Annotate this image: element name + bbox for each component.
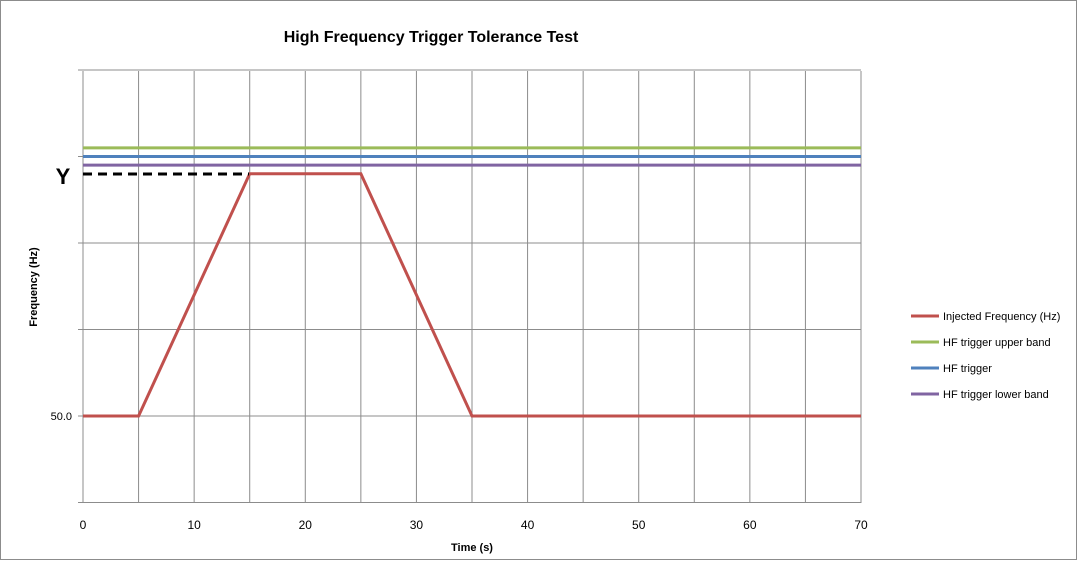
x-tick-label: 60 <box>743 518 757 532</box>
y-tick-label: 50.0 <box>51 411 72 423</box>
legend-label: HF trigger <box>943 363 992 375</box>
legend-label: Injected Frequency (Hz) <box>943 311 1060 323</box>
x-tick-label: 20 <box>299 518 313 532</box>
x-tick-label: 70 <box>854 518 868 532</box>
x-tick-label: 0 <box>80 518 87 532</box>
x-tick-label: 50 <box>632 518 646 532</box>
axis-ticks: 0 10 20 30 40 50 60 70 <box>78 69 868 532</box>
series-line-injected-frequency-hz <box>83 172 861 418</box>
legend: Injected Frequency (Hz) HF trigger upper … <box>911 311 1060 401</box>
x-tick-label: 40 <box>521 518 535 532</box>
legend-label: HF trigger upper band <box>943 337 1051 349</box>
x-tick-label: 30 <box>410 518 424 532</box>
legend-label: HF trigger lower band <box>943 389 1049 401</box>
y-marker-label: Y <box>56 164 71 189</box>
y-axis-label: Frequency (Hz) <box>28 247 40 327</box>
plot-grid <box>82 69 862 503</box>
series-layer <box>83 146 861 418</box>
x-axis-label: Time (s) <box>451 542 493 554</box>
x-tick-label: 10 <box>187 518 201 532</box>
chart-title: High Frequency Trigger Tolerance Test <box>284 29 579 46</box>
